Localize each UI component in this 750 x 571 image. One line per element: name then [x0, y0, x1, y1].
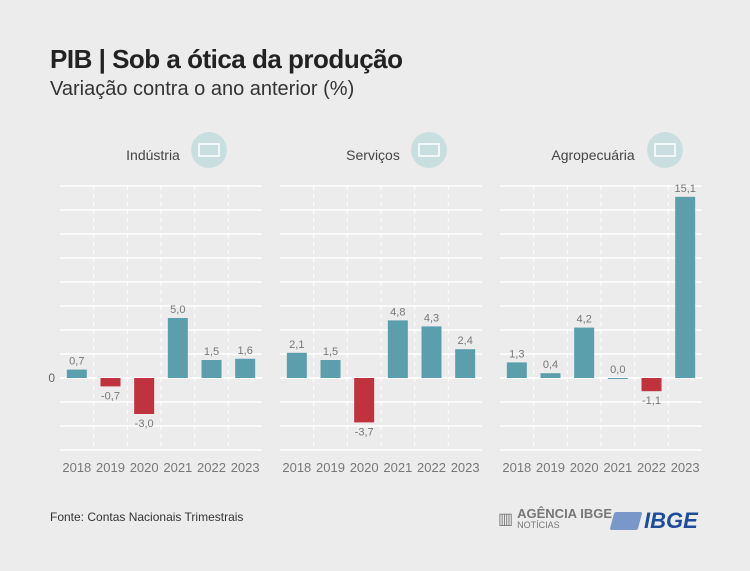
data-label: -3,7: [355, 426, 374, 438]
panel-title: Agropecuária: [551, 147, 634, 163]
bar-2021: [607, 378, 628, 379]
x-tick-label: 2023: [671, 460, 700, 475]
chart-title: PIB | Sob a ótica da produção: [50, 44, 403, 74]
x-tick-label: 2022: [637, 460, 666, 475]
agency-sub: NOTÍCIAS: [517, 520, 560, 530]
data-label: 4,8: [390, 306, 405, 318]
bar-2021: [167, 318, 188, 378]
bar-2023: [675, 196, 696, 378]
data-label: 0,7: [69, 356, 84, 368]
data-label: 15,1: [674, 183, 695, 195]
panel-title: Serviços: [346, 147, 400, 163]
zero-tick-label: 0: [48, 371, 55, 385]
data-label: 2,1: [289, 339, 304, 351]
data-label: 1,5: [323, 346, 338, 358]
bar-2023: [235, 358, 256, 378]
panel-2: Agropecuária 1,3 2018 0,4 2019 4,2 2020 0,0 2021…: [500, 132, 702, 475]
bar-2019: [320, 360, 341, 378]
data-label: -3,0: [135, 418, 154, 430]
service-agent-icon: [411, 132, 447, 168]
bar-2018: [506, 362, 527, 378]
data-label: 1,3: [509, 348, 524, 360]
data-label: 0,0: [610, 364, 625, 376]
bar-2020: [134, 378, 155, 414]
plant-icon: [647, 132, 683, 168]
x-tick-label: 2018: [502, 460, 531, 475]
service-agent-icon-glyph: [418, 143, 440, 157]
plant-icon-glyph: [654, 143, 676, 157]
x-tick-label: 2020: [350, 460, 379, 475]
x-tick-label: 2018: [62, 460, 91, 475]
x-tick-label: 2019: [316, 460, 345, 475]
panel-0: 0 Indústria 0,7 2018 -0,7 2019 -3,0 2020 5,0 2021…: [48, 132, 262, 475]
x-tick-label: 2023: [231, 460, 260, 475]
bar-2022: [421, 326, 442, 378]
panel-1: Serviços 2,1 2018 1,5 2019 -3,7 2020 4,8 2021 4,3…: [280, 132, 482, 475]
data-label: 1,6: [238, 345, 253, 357]
data-label: 0,4: [543, 359, 558, 371]
data-label: -0,7: [101, 390, 120, 402]
data-label: -1,1: [642, 395, 661, 407]
bar-2020: [354, 378, 375, 423]
x-tick-label: 2021: [603, 460, 632, 475]
bar-2019: [100, 378, 121, 387]
bar-2018: [286, 352, 307, 378]
data-label: 4,3: [424, 312, 439, 324]
x-tick-label: 2021: [383, 460, 412, 475]
bar-2020: [574, 327, 595, 378]
bar-2022: [201, 360, 222, 378]
panel-title: Indústria: [126, 147, 180, 163]
x-tick-label: 2022: [417, 460, 446, 475]
x-tick-label: 2021: [163, 460, 192, 475]
agency-name: AGÊNCIA IBGE: [517, 506, 612, 521]
chart-subtitle: Variação contra o ano anterior (%): [50, 78, 355, 100]
brazil-map-icon: ▥: [498, 510, 514, 528]
data-label: 2,4: [458, 335, 473, 347]
x-tick-label: 2023: [451, 460, 480, 475]
factory-icon: [191, 132, 227, 168]
agencia-ibge-logo: ▥ AGÊNCIA IBGE NOTÍCIAS: [498, 507, 612, 530]
x-tick-label: 2022: [197, 460, 226, 475]
bar-2023: [455, 349, 476, 378]
ibge-logo-icon: [609, 512, 643, 530]
x-tick-label: 2020: [130, 460, 159, 475]
data-label: 4,2: [577, 314, 592, 326]
x-tick-label: 2020: [570, 460, 599, 475]
bar-2018: [66, 369, 87, 378]
ibge-logo: IBGE: [609, 508, 698, 534]
data-label: 1,5: [204, 346, 219, 358]
x-tick-label: 2019: [536, 460, 565, 475]
x-tick-label: 2018: [282, 460, 311, 475]
data-label: 5,0: [170, 304, 185, 316]
bar-2019: [540, 373, 561, 378]
source-note: Fonte: Contas Nacionais Trimestrais: [50, 510, 244, 524]
x-tick-label: 2019: [96, 460, 125, 475]
factory-icon-glyph: [198, 143, 220, 157]
ibge-brand: IBGE: [644, 508, 698, 533]
bar-2021: [387, 320, 408, 378]
bar-2022: [641, 378, 662, 392]
